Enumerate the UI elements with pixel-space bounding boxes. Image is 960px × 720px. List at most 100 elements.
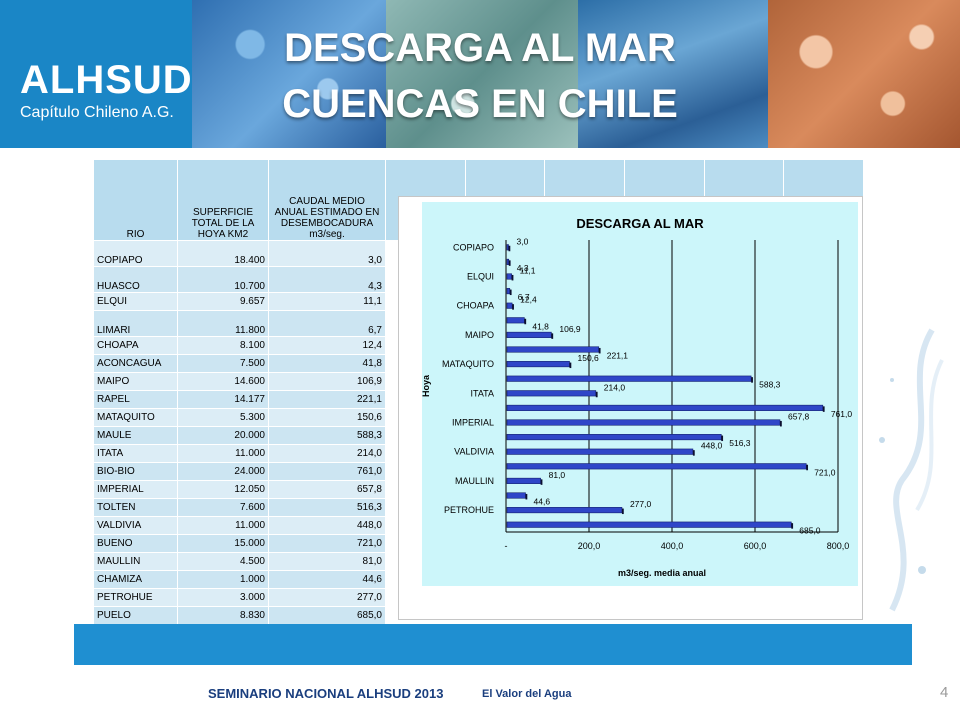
x-axis-label: m3/seg. media anual [618,568,706,578]
y-tick-label: IMPERIAL [452,418,494,428]
footer-subtitle: El Valor del Agua [482,688,572,700]
bar [506,317,525,324]
bar-shadow [540,479,543,485]
cell-caudal: 4,3 [268,266,386,293]
cell-caudal: 81,0 [268,552,386,571]
bar [506,404,824,411]
table-row: BUENO 15.000 721,0 [94,534,386,553]
bar-shadow [524,318,527,325]
table-row: ACONCAGUA 7.500 41,8 [94,354,386,373]
cell-superficie: 10.700 [177,266,269,293]
title-line-2: CUENCAS EN CHILE [282,82,678,126]
cell-rio: MATAQUITO [94,408,178,427]
bar [506,258,510,265]
data-label: 4,3 [517,263,529,273]
table-row: VALDIVIA 11.000 448,0 [94,516,386,535]
y-tick-label: COPIAPO [453,242,494,252]
table-row: MAULLIN 4.500 81,0 [94,552,386,571]
bar [506,419,781,426]
cell-caudal: 11,1 [268,292,386,311]
bar-shadow [822,406,825,412]
logo-subtitle: Capítulo Chileno A.G. [20,104,174,121]
bar-shadow [551,333,554,339]
data-label: 721,0 [814,467,836,477]
cell-superficie: 11.000 [177,444,269,463]
footer-band [74,624,912,665]
y-tick-label: VALDIVIA [454,447,494,457]
blue-water-image [578,0,768,148]
slide-title: DESCARGA AL MAR CUENCAS EN CHILE [240,20,720,132]
cell-superficie: 8.830 [177,606,269,625]
cell-rio: LIMARI [94,310,178,337]
footer-title: SEMINARIO NACIONAL ALHSUD 2013 [208,686,444,701]
data-label: 81,0 [549,470,566,480]
y-tick-label: MAIPO [465,330,494,340]
data-label: 150,6 [577,353,599,363]
cell-rio: CHOAPA [94,336,178,355]
bar [506,477,541,484]
table-row: MAIPO 14.600 106,9 [94,372,386,391]
cell-superficie: 20.000 [177,426,269,445]
bar-shadow [595,391,598,398]
data-label: 12,4 [520,295,537,305]
bar [506,302,513,309]
bar [506,346,600,353]
x-tick-label: - [505,541,508,551]
data-label: 106,9 [559,324,581,334]
cell-rio: PUELO [94,606,178,625]
x-tick-label: 800,0 [827,541,850,551]
cell-rio: ITATA [94,444,178,463]
cell-rio: BIO-BIO [94,462,178,481]
cell-rio: COPIAPO [94,240,178,267]
data-label: 6,7 [518,292,530,302]
bar-shadow [598,347,601,354]
bar [506,390,597,397]
table-row: ITATA 11.000 214,0 [94,444,386,463]
data-table: RIO SUPERFICIE TOTAL DE LA HOYA KM2 CAUD… [94,160,386,643]
cell-superficie: 15.000 [177,534,269,553]
cell-caudal: 150,6 [268,408,386,427]
x-tick-label: 600,0 [744,541,767,551]
cell-superficie: 1.000 [177,570,269,589]
data-label: 448,0 [701,441,723,451]
cell-caudal: 761,0 [268,462,386,481]
bar-shadow [791,523,794,529]
cell-rio: TOLTEN [94,498,178,517]
table-row: LIMARI 11.800 6,7 [94,310,386,337]
cell-rio: MAULE [94,426,178,445]
cell-caudal: 685,0 [268,606,386,625]
header-banner: ALHSUD Capítulo Chileno A.G. DESCARGA AL… [0,0,960,148]
bar [506,244,509,251]
water-splash-image [879,328,944,612]
cell-caudal: 721,0 [268,534,386,553]
water-drops-image [192,0,386,148]
data-label: 11,1 [520,266,536,276]
data-label: 657,8 [788,412,810,422]
cell-caudal: 6,7 [268,310,386,337]
bar-shadow [508,260,511,266]
y-tick-label: MATAQUITO [442,359,494,369]
table-row: BIO-BIO 24.000 761,0 [94,462,386,481]
x-tick-label: 400,0 [661,541,684,551]
data-label: 588,3 [759,380,781,390]
bar-shadow [509,289,512,296]
chart-title: DESCARGA AL MAR [576,216,704,231]
title-line-1: DESCARGA AL MAR [284,26,676,70]
data-label: 516,3 [729,438,751,448]
cell-rio: RAPEL [94,390,178,409]
cell-caudal: 41,8 [268,354,386,373]
cell-superficie: 3.000 [177,588,269,607]
bar-shadow [779,420,782,427]
bar-shadow [511,274,514,281]
bar [506,331,552,338]
logo: ALHSUD Capítulo Chileno A.G. [0,0,192,148]
cell-rio: MAULLIN [94,552,178,571]
x-tick-label: 200,0 [578,541,601,551]
cell-superficie: 5.300 [177,408,269,427]
data-label: 761,0 [831,409,853,419]
cell-rio: CHAMIZA [94,570,178,589]
cell-caudal: 106,9 [268,372,386,391]
table-header-row: RIO SUPERFICIE TOTAL DE LA HOYA KM2 CAUD… [94,160,386,241]
cell-superficie: 14.177 [177,390,269,409]
cell-caudal: 12,4 [268,336,386,355]
